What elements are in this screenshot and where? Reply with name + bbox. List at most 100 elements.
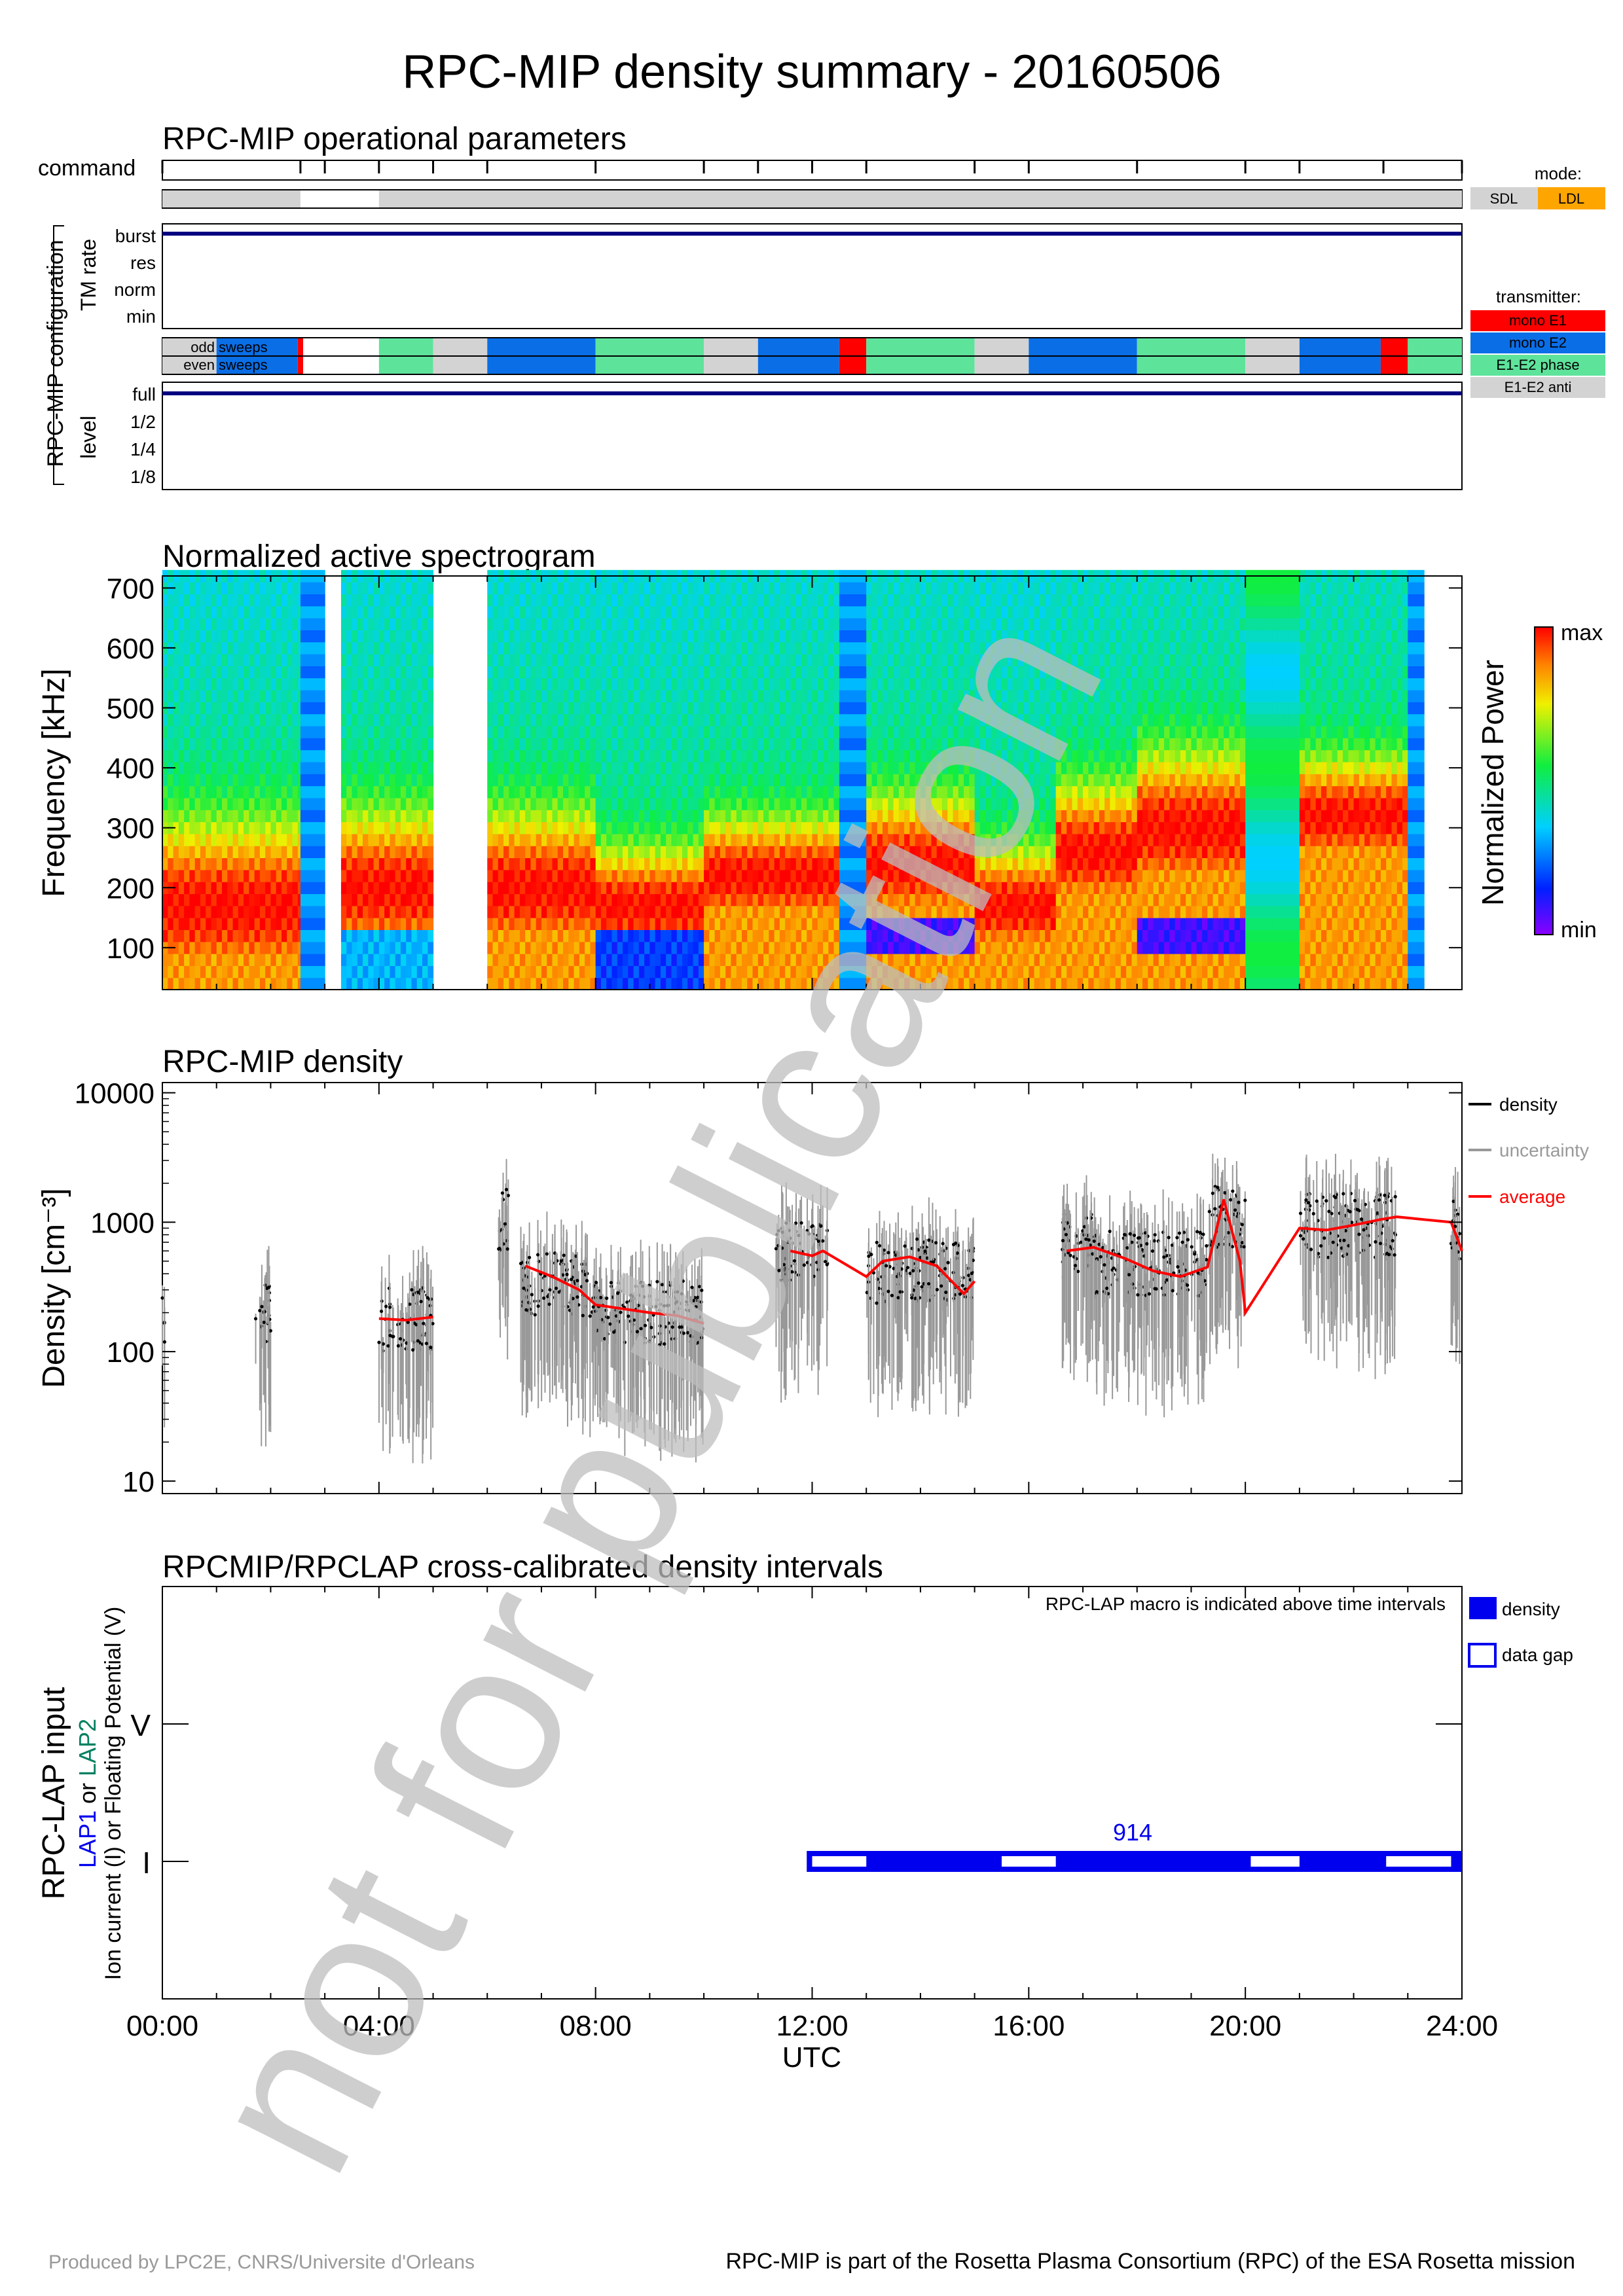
spectrogram-cell [964, 821, 970, 834]
spectrogram-cell [384, 749, 390, 762]
spectrogram-cell [920, 594, 926, 607]
spectrogram-cell [666, 905, 672, 918]
spectrogram-cell [611, 605, 618, 619]
spectrogram-cell [352, 882, 358, 895]
spectrogram-cell [321, 833, 325, 846]
spectrogram-cell [850, 582, 856, 595]
spectrogram-cell [839, 738, 845, 751]
spectrogram-cell [752, 641, 759, 655]
spectrogram-cell [736, 977, 742, 990]
spectrogram-cell [509, 833, 515, 846]
spectrogram-cell [893, 882, 900, 895]
spectrogram-cell [763, 893, 769, 906]
spectrogram-cell [644, 774, 650, 787]
spectrogram-cell [936, 965, 943, 978]
spectrogram-cell [563, 690, 569, 702]
spectrogram-cell [292, 905, 299, 918]
spectrogram-cell [807, 677, 813, 691]
spectrogram-cell [519, 869, 526, 882]
spectrogram-cell [698, 941, 704, 954]
spectrogram-cell [395, 869, 401, 882]
spectrogram-cell [644, 954, 650, 966]
spectrogram-cell [194, 882, 201, 895]
spectrogram-cell [623, 869, 629, 882]
spectrogram-cell [525, 905, 532, 918]
spectrogram-cell [682, 857, 688, 870]
spectrogram-cell [617, 821, 623, 834]
spectrogram-cell [709, 713, 716, 726]
spectrogram-cell [530, 869, 537, 882]
spectrogram-cell [568, 833, 575, 846]
spectrogram-cell [623, 654, 629, 666]
spectrogram-cell [270, 654, 277, 666]
spectrogram-cell [964, 654, 970, 666]
spectrogram-cell [714, 654, 721, 666]
tm-rate-axis-label: TM rate [77, 239, 100, 311]
spectrogram-cell [888, 954, 894, 966]
spectrogram-cell [693, 641, 699, 655]
spectrogram-cell [714, 677, 721, 691]
spectrogram-cell [519, 713, 526, 726]
spectrogram-cell [232, 941, 239, 954]
spectrogram-cell [833, 761, 840, 774]
spectrogram-cell [725, 941, 732, 954]
spectrogram-cell [297, 654, 301, 666]
spectrogram-cell [595, 738, 602, 751]
spectrogram-cell [769, 713, 775, 726]
spectrogram-cell [779, 977, 786, 990]
spectrogram-cell [671, 630, 678, 643]
spectrogram-cell [655, 618, 661, 631]
spectrogram-cell [839, 618, 845, 631]
spectrogram-cell [812, 785, 818, 798]
spectrogram-cell [611, 869, 618, 882]
spectrogram-cell [579, 618, 585, 631]
spectrogram-cell [390, 677, 396, 691]
spectrogram-cell [306, 630, 312, 643]
spectrogram-cell [763, 954, 769, 966]
spectrogram-cell [316, 941, 323, 954]
spectrogram-cell [416, 833, 423, 846]
spectrogram-cell [698, 821, 704, 834]
spectrogram-cell [574, 702, 580, 715]
spectrogram-cell [611, 846, 618, 859]
spectrogram-cell [503, 582, 509, 595]
spectrogram-cell [660, 857, 666, 870]
spectrogram-cell [525, 965, 532, 978]
spectrogram-cell [709, 605, 716, 619]
spectrogram-cell [649, 810, 656, 823]
spectrogram-cell [600, 857, 607, 870]
spectrogram-cell [270, 785, 277, 798]
spectrogram-cell [221, 918, 228, 931]
spectrogram-cell [774, 725, 780, 738]
spectrogram-cell [850, 785, 856, 798]
spectrogram-cell [552, 893, 558, 906]
spectrogram-cell [200, 713, 206, 726]
spectrogram-cell [850, 929, 856, 942]
spectrogram-cell [206, 738, 212, 751]
spectrogram-cell [194, 977, 201, 990]
spectrogram-cell [395, 810, 401, 823]
spectrogram-cell [845, 857, 850, 870]
spectrogram-cell [221, 738, 228, 751]
spectrogram-cell [942, 797, 948, 810]
spectrogram-cell [162, 630, 168, 643]
spectrogram-cell [671, 582, 678, 595]
spectrogram-cell [833, 690, 840, 702]
spectrogram-cell [411, 857, 418, 870]
spectrogram-cell [752, 630, 759, 643]
spectrogram-cell [509, 582, 515, 595]
spectrogram-cell [221, 893, 228, 906]
spectrogram-cell [346, 641, 353, 655]
spectrogram-cell [741, 941, 748, 954]
spectrogram-cell [704, 690, 710, 702]
spectrogram-cell [509, 641, 515, 655]
spectrogram-cell [514, 774, 520, 787]
spectrogram-cell [422, 833, 428, 846]
spectrogram-cell [698, 977, 704, 990]
spectrogram-cell [877, 641, 883, 655]
spectrogram-cell [638, 702, 645, 715]
spectrogram-cell [316, 785, 323, 798]
spectrogram-cell [306, 797, 312, 810]
spectrogram-cell [888, 594, 894, 607]
spectrogram-cell [883, 905, 888, 918]
